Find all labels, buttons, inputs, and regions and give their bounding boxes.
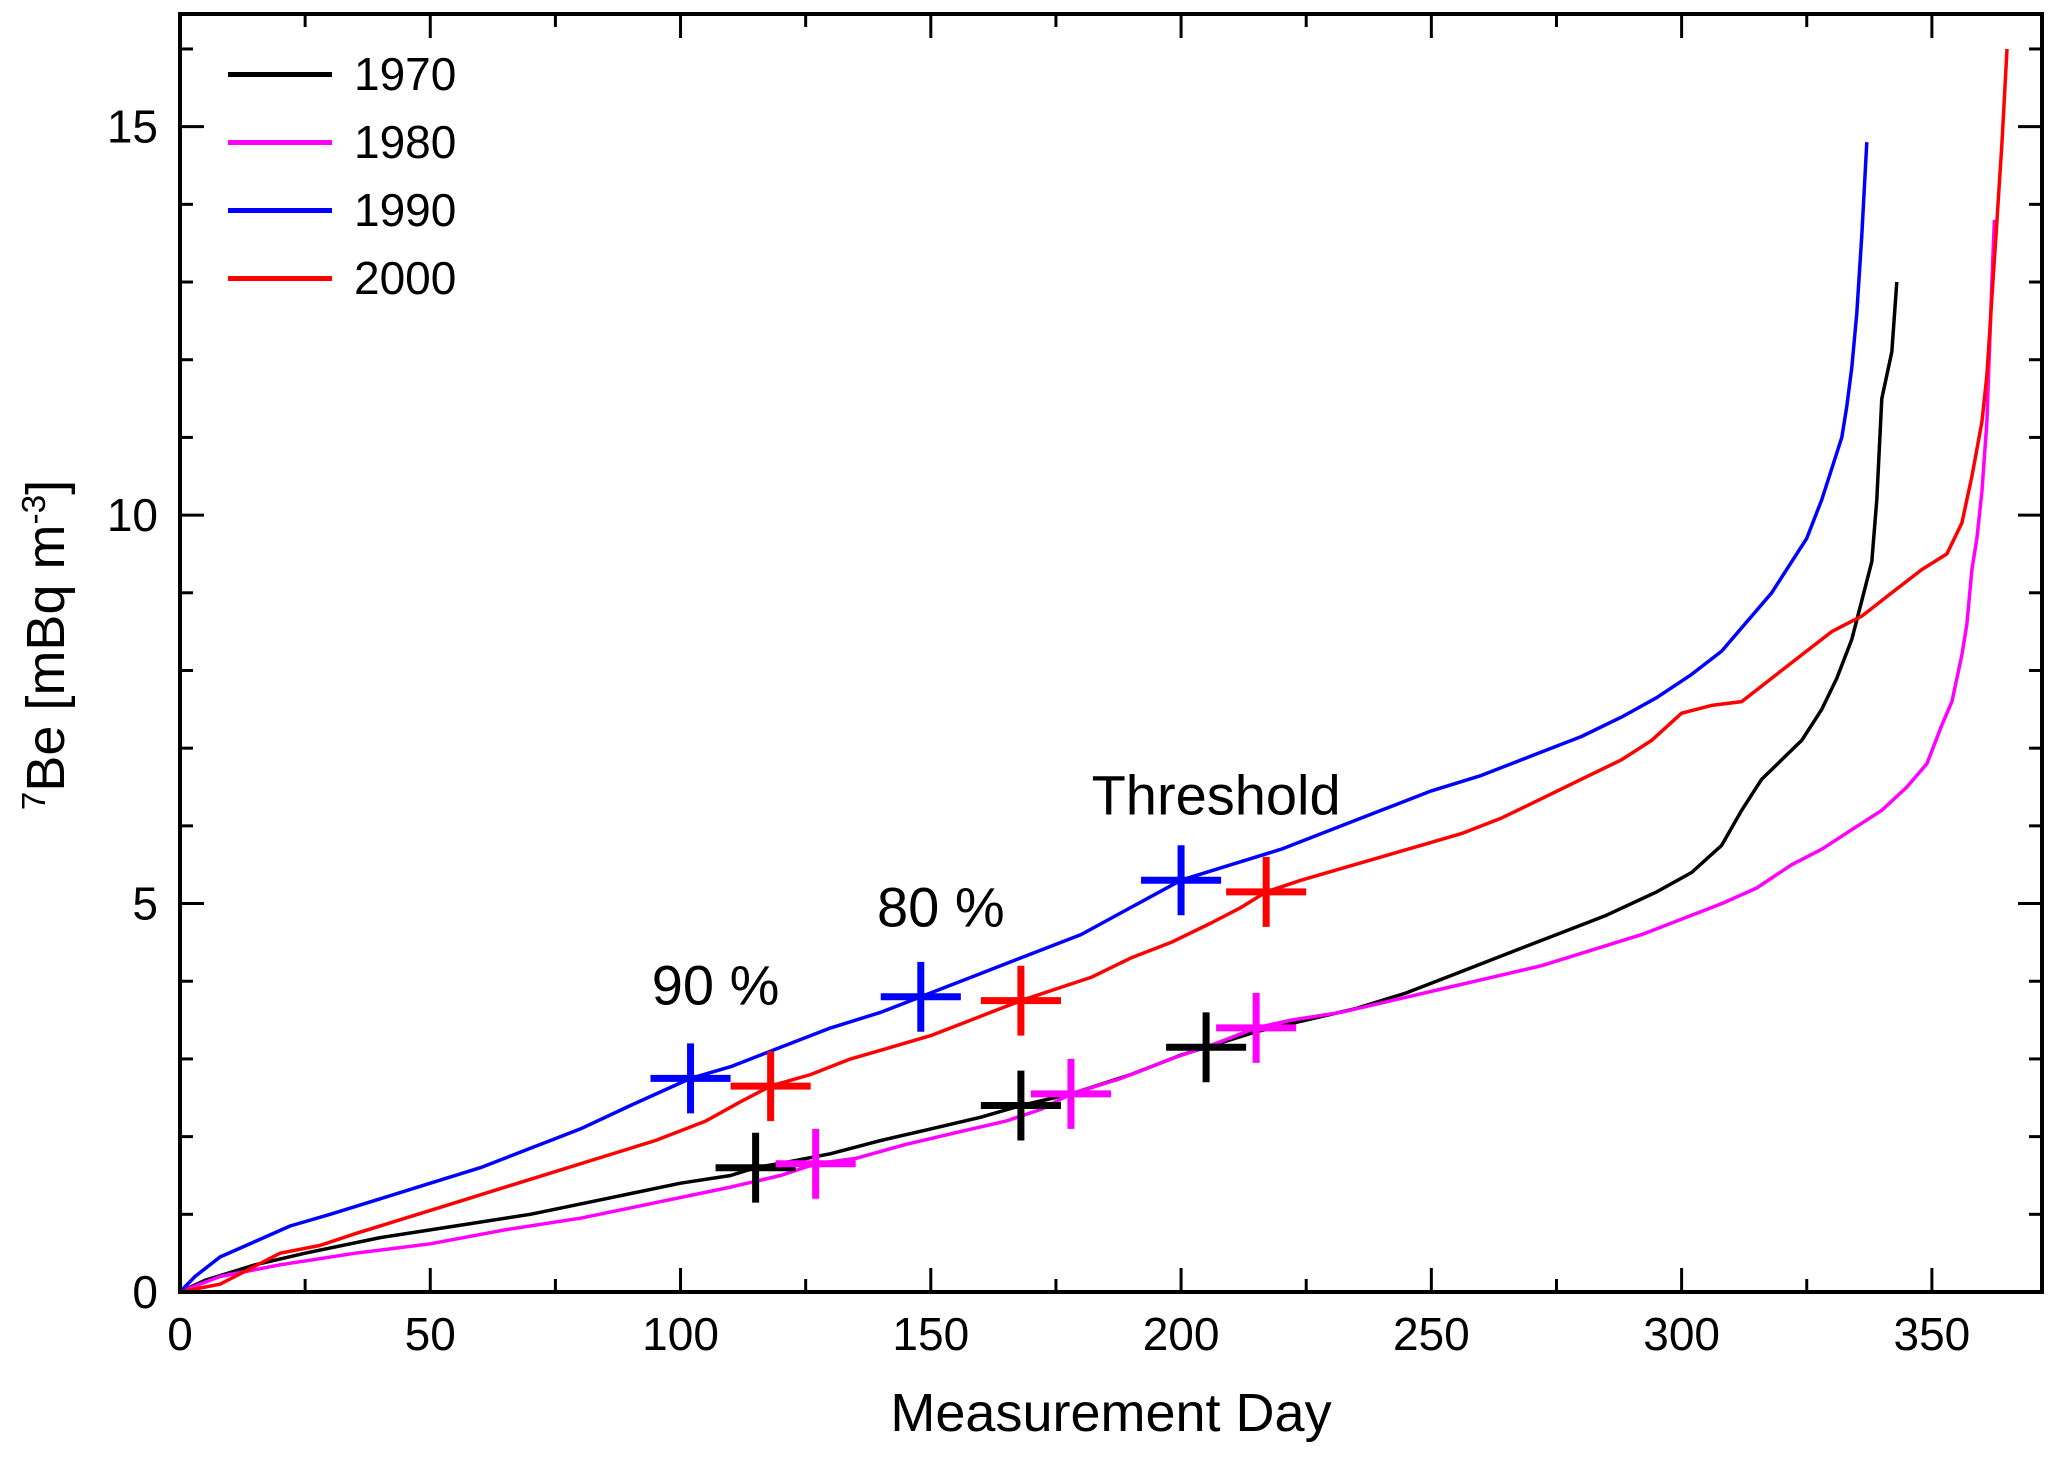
- y-axis-title-main: Be [mBq m: [16, 524, 76, 792]
- y-tick-label: 5: [132, 878, 158, 930]
- x-tick-label: 250: [1393, 1308, 1470, 1360]
- x-axis-title: Measurement Day: [890, 1383, 1332, 1443]
- series-line-1980: [179, 219, 1997, 1294]
- x-tick-label: 100: [642, 1308, 719, 1360]
- x-tick-label: 50: [405, 1308, 456, 1360]
- legend-item-1980: 1980: [228, 116, 456, 168]
- annotation-90-percent: 90 %: [651, 953, 780, 1017]
- series-line-1970: [179, 281, 1899, 1294]
- annotation-80-percent: 80 %: [876, 875, 1005, 939]
- legend-line-swatch-1980: [228, 139, 332, 145]
- x-tick-label: 300: [1643, 1308, 1720, 1360]
- x-tick-label: 200: [1143, 1308, 1220, 1360]
- legend-label-1970: 1970: [354, 48, 457, 100]
- y-axis-title-close: ]: [16, 479, 76, 495]
- legend-label-1990: 1990: [354, 184, 457, 236]
- y-axis-title-exponent-sup: -3: [16, 494, 53, 525]
- legend-line-swatch-1990: [228, 207, 332, 213]
- legend-item-1990: 1990: [228, 184, 456, 236]
- legend: 1970 1980 1990 2000: [228, 48, 456, 304]
- y-axis-title: 7Be [mBq m-3]: [15, 480, 77, 810]
- legend-item-1970: 1970: [228, 48, 456, 100]
- legend-item-2000: 2000: [228, 252, 456, 304]
- annotation-threshold: Threshold: [1091, 763, 1341, 827]
- y-tick-label: 10: [107, 489, 158, 541]
- legend-line-swatch-2000: [228, 275, 332, 281]
- x-tick-label: 350: [1894, 1308, 1971, 1360]
- y-tick-label: 15: [107, 101, 158, 153]
- series-line-1990: [178, 142, 1869, 1294]
- x-tick-label: 0: [167, 1308, 193, 1360]
- plot-frame: [178, 12, 2044, 1294]
- legend-label-2000: 2000: [354, 252, 457, 304]
- legend-line-swatch-1970: [228, 71, 332, 77]
- x-tick-label: 150: [892, 1308, 969, 1360]
- y-tick-label: 0: [132, 1266, 158, 1318]
- legend-label-1980: 1980: [354, 116, 457, 168]
- y-axis-title-isotope-sup: 7: [16, 791, 53, 811]
